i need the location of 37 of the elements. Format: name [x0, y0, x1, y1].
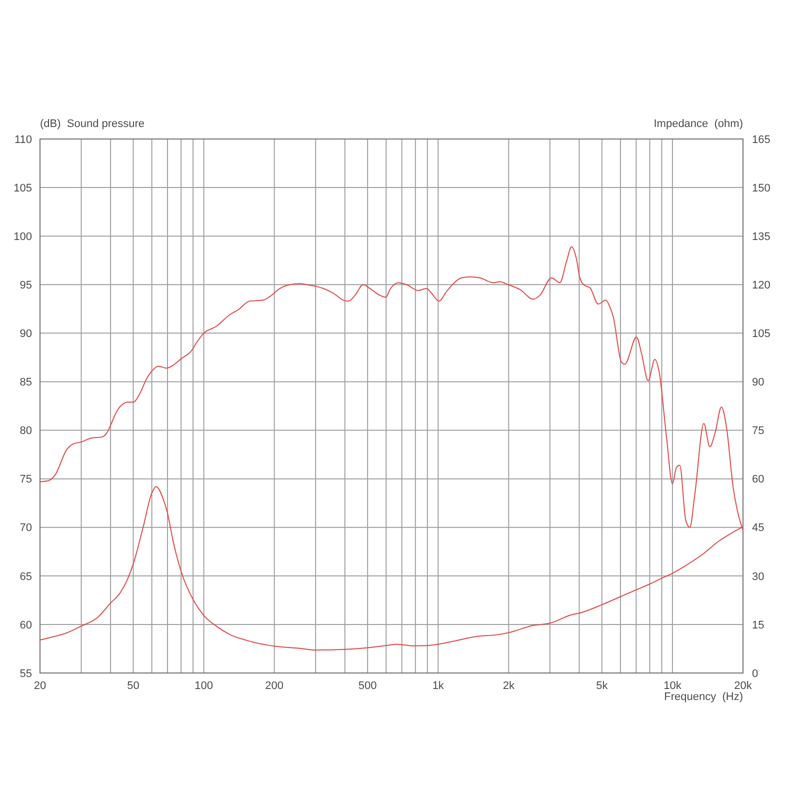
y-tick-label: 85: [20, 376, 32, 389]
y-tick-label: 100: [14, 230, 32, 243]
x-tick-label: 20k: [734, 680, 752, 692]
y-tick-label: 80: [20, 425, 32, 438]
y2-tick-label: 150: [752, 182, 770, 194]
y2-tick-label: 75: [752, 425, 764, 438]
x-tick-label: 50: [127, 680, 140, 692]
y2-tick-label: 120: [752, 279, 770, 292]
x-tick-label: 200: [265, 680, 284, 692]
y2-tick-label: 45: [752, 522, 764, 534]
y2-tick-label: 30: [752, 570, 764, 583]
x-tick-label: 100: [194, 680, 213, 692]
y-axis-title: (dB) Sound pressure: [40, 118, 145, 130]
y-tick-label: 65: [20, 570, 32, 583]
x-tick-label: 2k: [502, 680, 515, 692]
y2-tick-label: 135: [752, 230, 770, 243]
x-tick-label: 5k: [596, 680, 608, 692]
y2-axis-title: Impedance (ohm): [654, 118, 743, 130]
x-axis-title: Frequency (Hz): [664, 691, 743, 703]
y-tick-label: 70: [20, 522, 32, 534]
y2-tick-label: 0: [752, 668, 758, 680]
y2-tick-label: 105: [752, 328, 770, 340]
y2-tick-label: 15: [752, 619, 764, 632]
x-tick-label: 20: [34, 680, 46, 692]
y-tick-label: 110: [14, 134, 32, 146]
y2-tick-label: 90: [752, 376, 764, 389]
y-tick-label: 95: [20, 279, 32, 292]
x-tick-label: 1k: [432, 680, 444, 692]
x-tick-label: 10k: [664, 680, 682, 692]
y-tick-label: 90: [20, 328, 32, 340]
y-tick-label: 55: [20, 668, 32, 680]
y-tick-label: 60: [20, 619, 32, 632]
y2-tick-label: 60: [752, 474, 764, 486]
y2-tick-label: 165: [752, 134, 770, 146]
y-tick-label: 105: [14, 182, 32, 194]
x-tick-label: 500: [358, 680, 377, 692]
y-tick-label: 75: [20, 474, 32, 486]
